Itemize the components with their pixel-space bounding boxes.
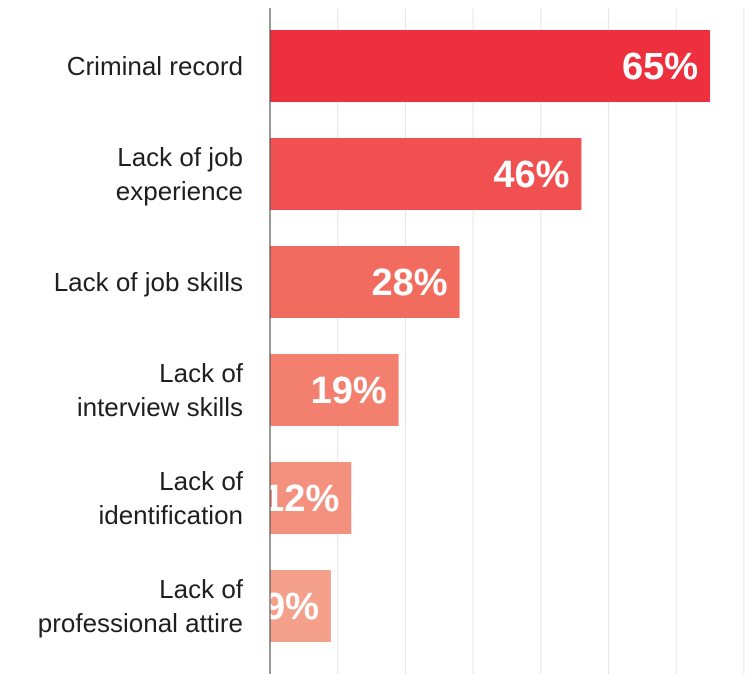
category-label: Lack of identification — [98, 466, 243, 530]
grid-lines — [337, 8, 745, 674]
category-label: Lack of professional attire — [38, 574, 244, 638]
category-label-line: experience — [116, 176, 243, 206]
category-label: Criminal record — [67, 51, 243, 81]
bar — [270, 138, 582, 210]
category-label: Lack of interview skills — [77, 358, 244, 422]
category-label-line: Lack of — [159, 358, 244, 388]
category-label: Lack of job experience — [116, 142, 243, 206]
category-label-line: interview skills — [77, 392, 243, 422]
category-label-line: Lack of — [159, 466, 244, 496]
bar-value-label: 28% — [371, 262, 447, 304]
bar — [270, 570, 331, 642]
bar — [270, 354, 399, 426]
bar — [270, 462, 352, 534]
bar-value-label: 19% — [311, 370, 387, 412]
category-label: Lack of job skills — [54, 267, 243, 297]
category-label-line: Criminal record — [67, 51, 243, 81]
category-label-line: identification — [98, 500, 243, 530]
category-label-line: Lack of job — [117, 142, 243, 172]
bar — [270, 246, 460, 318]
bar-value-label: 65% — [622, 46, 698, 88]
category-label-line: professional attire — [38, 608, 243, 638]
bars: 65% 46% 28% 19% 12% 9% — [263, 30, 711, 642]
bar — [270, 30, 711, 102]
bar-value-label: 9% — [264, 586, 319, 628]
bar-value-label: 46% — [493, 154, 569, 196]
bar-value-label: 12% — [263, 478, 339, 520]
category-label-line: Lack of — [159, 574, 244, 604]
category-label-line: Lack of job skills — [54, 267, 243, 297]
